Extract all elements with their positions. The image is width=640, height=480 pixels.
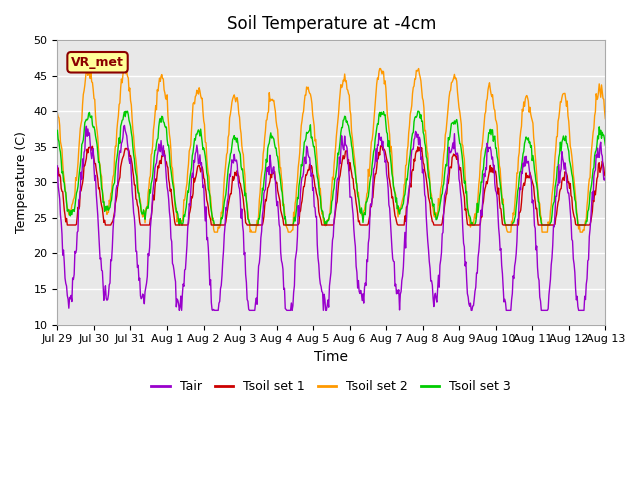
- Y-axis label: Temperature (C): Temperature (C): [15, 132, 28, 233]
- Text: VR_met: VR_met: [71, 56, 124, 69]
- X-axis label: Time: Time: [314, 350, 348, 364]
- Legend: Tair, Tsoil set 1, Tsoil set 2, Tsoil set 3: Tair, Tsoil set 1, Tsoil set 2, Tsoil se…: [147, 375, 516, 398]
- Title: Soil Temperature at -4cm: Soil Temperature at -4cm: [227, 15, 436, 33]
